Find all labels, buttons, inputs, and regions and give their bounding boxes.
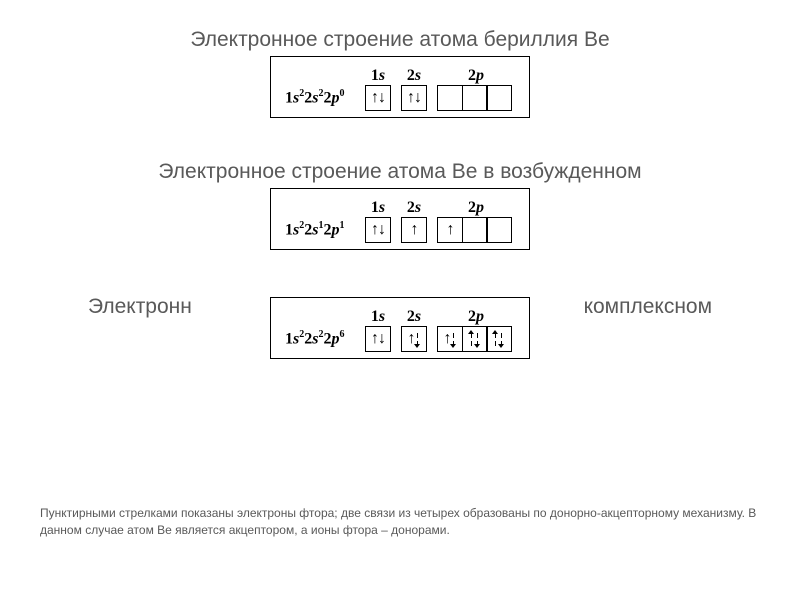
heading-2: Электронное строение атома Be в возбужде… [0,160,800,184]
orbital-cell [486,326,512,352]
orbital-cell [401,85,427,111]
orbital-cell [462,326,488,352]
orbital-cell [437,326,463,352]
orbital-cell [365,217,391,243]
orbital-cell [486,85,512,111]
heading-3-left: Электронн [88,295,192,318]
diagram-ground-state: 1s2s2p1s22s22p0 [270,56,530,118]
heading-1: Электронное строение атома бериллия Be [0,28,800,52]
diagram-complex: 1s2s2p1s22s22p6 [270,297,530,359]
diagram-excited-state: 1s2s2p1s22s12p1 [270,188,530,250]
orbital-cell [365,326,391,352]
orbital-cell [486,217,512,243]
orbital-cell [462,217,488,243]
orbital-cell [437,217,463,243]
orbital-cell [365,85,391,111]
orbital-cell [401,326,427,352]
heading-3-right: комплексном [584,295,712,318]
footnote-text: Пунктирными стрелками показаны электроны… [40,505,760,539]
orbital-cell [437,85,463,111]
orbital-cell [462,85,488,111]
orbital-cell [401,217,427,243]
